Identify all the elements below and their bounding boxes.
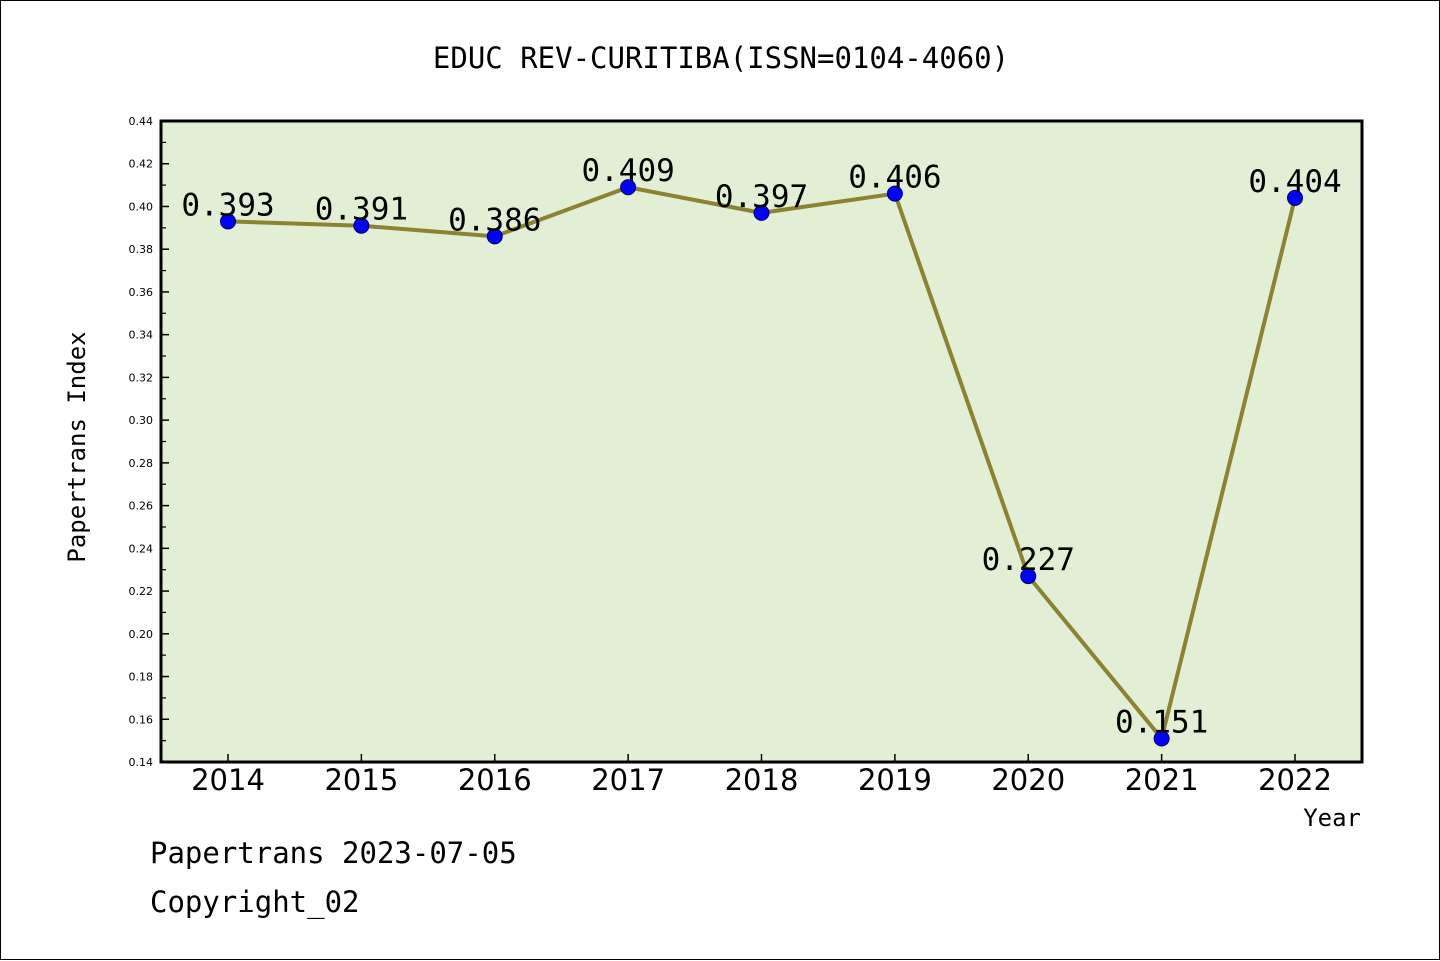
x-tick-label: 2018 (725, 763, 799, 797)
data-label: 0.393 (181, 187, 274, 223)
data-label: 0.391 (315, 192, 408, 228)
data-label: 0.409 (581, 153, 674, 189)
data-labels: 0.393 0.391 0.386 0.409 0.397 0.406 0.227 0.151… (181, 153, 1341, 740)
x-axis-ticks (227, 754, 1296, 762)
x-tick-label: 2017 (591, 763, 665, 797)
footer-copyright-text: Copyright_02 (150, 885, 360, 919)
y-axis-ticks (161, 120, 169, 763)
data-point (620, 179, 637, 196)
footer-date-text: Papertrans 2023-07-05 (150, 836, 517, 870)
y-tick-label: 0.32 (129, 371, 154, 384)
y-tick-label: 0.26 (129, 500, 154, 513)
y-tick-label: 0.40 (129, 200, 154, 213)
x-axis-tick-labels: 2014 2015 2016 2017 2018 2019 2020 2021 2022 (191, 763, 1332, 797)
x-tick-label: 2021 (1125, 763, 1199, 797)
x-axis-label: Year (1303, 804, 1361, 832)
y-axis-label: Papertrans Index (63, 331, 91, 562)
x-tick-label: 2019 (858, 763, 932, 797)
data-label: 0.151 (1115, 704, 1208, 740)
chart-title: EDUC REV-CURITIBA(ISSN=0104-4060) (433, 41, 1009, 75)
data-point (753, 204, 770, 221)
data-label: 0.404 (1248, 164, 1341, 200)
data-point (886, 185, 903, 202)
y-tick-label: 0.28 (129, 457, 154, 470)
x-tick-label: 2020 (991, 763, 1065, 797)
data-point (1153, 730, 1170, 747)
data-label: 0.397 (715, 179, 808, 215)
x-tick-label: 2015 (324, 763, 398, 797)
data-label: 0.227 (982, 542, 1075, 578)
x-tick-label: 2016 (458, 763, 532, 797)
y-tick-label: 0.24 (129, 542, 154, 555)
data-point (1020, 568, 1037, 585)
series-markers (220, 179, 1303, 747)
y-tick-label: 0.22 (129, 585, 154, 598)
x-tick-label: 2014 (191, 763, 265, 797)
data-point (353, 217, 370, 234)
data-label: 0.386 (448, 202, 541, 238)
y-tick-label: 0.36 (129, 286, 154, 299)
data-point (220, 213, 236, 230)
y-tick-label: 0.20 (129, 628, 154, 641)
data-point (486, 228, 503, 245)
y-tick-label: 0.42 (129, 158, 154, 171)
y-tick-label: 0.30 (129, 414, 154, 427)
y-tick-label: 0.16 (129, 713, 154, 726)
y-tick-label: 0.44 (129, 115, 154, 128)
y-tick-label: 0.14 (129, 756, 154, 769)
y-tick-label: 0.38 (129, 243, 154, 256)
x-tick-label: 2022 (1258, 763, 1332, 797)
data-label: 0.406 (848, 160, 941, 196)
data-point (1287, 189, 1303, 206)
y-tick-label: 0.34 (129, 329, 154, 342)
y-axis-tick-labels: 0.14 0.16 0.18 0.20 0.22 0.24 0.26 0.28 0.30 0.32… (129, 115, 154, 769)
y-tick-label: 0.18 (129, 671, 154, 684)
